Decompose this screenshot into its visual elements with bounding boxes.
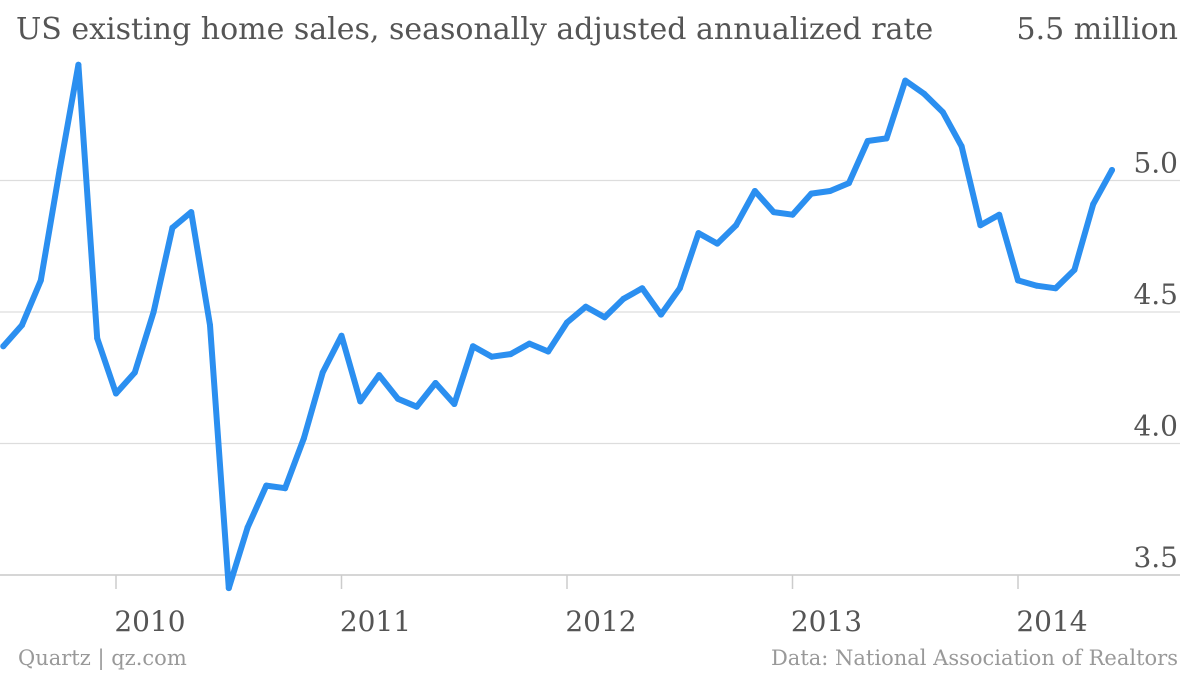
data-point — [319, 369, 326, 376]
y-tick-label: 3.5 — [1133, 541, 1178, 574]
footer-source-left: Quartz | qz.com — [18, 646, 187, 670]
data-point — [131, 369, 138, 376]
data-point — [432, 380, 439, 386]
data-point — [376, 372, 383, 379]
chart-title: US existing home sales, seasonally adjus… — [16, 12, 934, 47]
x-tick-label: 2012 — [565, 605, 636, 638]
data-point — [488, 353, 495, 360]
data-point — [394, 395, 401, 402]
data-point — [300, 435, 307, 442]
data-point — [1052, 285, 1059, 292]
x-tick-label: 2010 — [114, 605, 185, 638]
data-point — [357, 398, 364, 405]
data-point — [451, 401, 458, 407]
series-group — [0, 61, 1115, 592]
data-point — [338, 332, 345, 339]
gridlines — [0, 179, 1180, 576]
data-point — [751, 188, 758, 194]
data-point — [150, 309, 157, 315]
data-point — [770, 209, 777, 216]
data-point — [714, 240, 721, 247]
data-point — [582, 303, 589, 310]
data-point — [207, 322, 213, 329]
data-point — [470, 343, 476, 350]
data-point — [188, 209, 195, 216]
data-point — [864, 138, 871, 144]
data-point — [601, 314, 608, 321]
data-point — [169, 224, 176, 231]
data-point — [75, 61, 82, 68]
data-point — [827, 188, 834, 194]
data-point — [526, 340, 533, 347]
series-line — [0, 61, 1115, 592]
data-point — [996, 211, 1003, 218]
data-point — [225, 585, 232, 592]
y-axis-unit-label: 5.5 million — [1016, 12, 1178, 47]
data-point — [564, 319, 570, 326]
data-point — [958, 143, 965, 150]
data-point — [37, 277, 44, 284]
y-axis-ticks: 5.0 4.5 4.0 3.5 — [1133, 147, 1178, 575]
x-tick-label: 2011 — [340, 605, 411, 638]
data-point — [977, 222, 984, 229]
x-axis: 2010 2011 2012 2013 2014 — [0, 574, 1180, 638]
data-point — [282, 485, 289, 492]
x-tick-label: 2014 — [1016, 605, 1087, 638]
data-point — [1109, 167, 1115, 173]
footer-source-right: Data: National Association of Realtors — [770, 646, 1178, 670]
data-point — [808, 190, 815, 197]
data-point — [113, 390, 119, 397]
y-tick-label: 5.0 — [1133, 147, 1178, 180]
data-point — [56, 167, 63, 173]
data-point — [413, 403, 420, 410]
data-point — [94, 335, 101, 342]
data-point — [0, 343, 7, 350]
data-point — [658, 311, 664, 318]
data-point — [921, 90, 927, 97]
data-point — [1071, 266, 1078, 273]
data-point — [545, 348, 552, 355]
data-point — [1090, 201, 1097, 208]
data-point — [902, 77, 909, 84]
data-point — [676, 285, 683, 292]
data-point — [19, 322, 25, 329]
data-point — [845, 180, 852, 187]
data-point — [789, 211, 796, 218]
data-point — [639, 285, 646, 292]
data-point — [1015, 277, 1021, 284]
y-tick-label: 4.0 — [1133, 410, 1178, 443]
data-point — [244, 524, 251, 531]
data-point — [939, 109, 946, 116]
data-point — [507, 351, 514, 358]
data-point — [883, 135, 890, 142]
data-point — [263, 482, 270, 489]
data-point — [733, 222, 740, 229]
data-point — [620, 295, 627, 302]
data-point — [695, 230, 702, 237]
x-tick-label: 2013 — [791, 605, 862, 638]
y-tick-label: 4.5 — [1133, 278, 1178, 311]
data-point — [1033, 282, 1040, 289]
